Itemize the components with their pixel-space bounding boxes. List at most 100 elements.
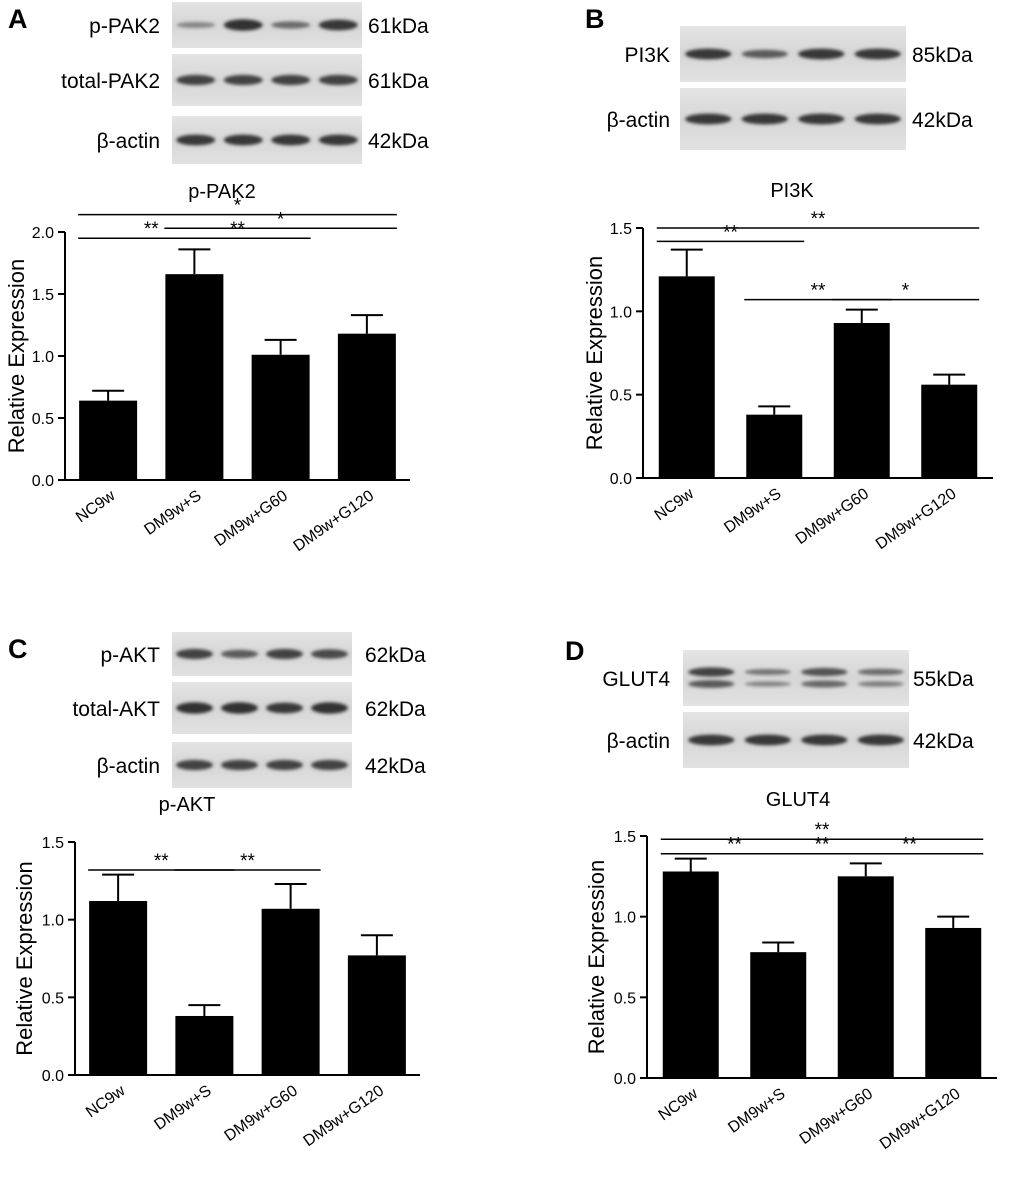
blot-protein-label: GLUT4 — [602, 668, 670, 691]
x-tick-label: DM9w+S — [151, 1082, 214, 1133]
blot-band — [798, 48, 845, 60]
bar — [79, 400, 138, 480]
blot-strip: β-actin 42kDa — [97, 742, 426, 788]
panel-letter: B — [585, 4, 605, 34]
x-tick-label: NC9w — [652, 485, 698, 524]
x-tick-label: DM9w+G60 — [793, 485, 872, 548]
bar — [261, 908, 320, 1075]
blot-band — [223, 134, 263, 146]
panel-letter: A — [8, 4, 28, 34]
blot-protein-label: p-AKT — [100, 644, 160, 667]
blot-band — [741, 49, 788, 59]
y-tick-label: 0.5 — [32, 411, 54, 428]
y-tick-label: 0.5 — [42, 990, 64, 1007]
blot-band — [311, 649, 348, 659]
blot-band — [266, 759, 303, 771]
blot-band — [854, 48, 901, 60]
y-axis-label: Relative Expression — [12, 861, 37, 1055]
x-tick-label: DM9w+G120 — [291, 487, 378, 555]
blot-band — [271, 21, 311, 29]
chart-title: PI3K — [770, 180, 814, 202]
significance-label: ** — [815, 820, 830, 841]
significance-label: ** — [811, 209, 826, 230]
significance-label: ** — [723, 222, 738, 243]
y-tick-label: 0.0 — [610, 471, 632, 488]
bar — [662, 871, 719, 1078]
y-tick-label: 1.0 — [610, 304, 632, 321]
blot-band — [741, 113, 788, 125]
blot-band — [857, 734, 904, 746]
bar-chart: GLUT4 0.0 0.5 1.0 1.5 Relative Expression NC9w… — [584, 789, 997, 1153]
bar — [165, 274, 224, 480]
blot-strip: p-AKT 62kDa — [100, 632, 426, 676]
panel-letter: C — [8, 634, 28, 664]
bar — [175, 1015, 234, 1075]
y-tick-label: 0.0 — [42, 1068, 64, 1085]
x-tick-label: NC9w — [83, 1082, 129, 1121]
x-tick-label: DM9w+S — [721, 485, 784, 536]
y-axis-label: Relative Expression — [582, 256, 607, 450]
bar-chart: p-AKT 0.0 0.5 1.0 1.5 Relative Expression NC9w… — [12, 794, 420, 1150]
y-tick-label: 0.5 — [610, 388, 632, 405]
significance-label: ** — [727, 835, 742, 856]
bar — [925, 927, 982, 1078]
blot-band — [685, 48, 732, 60]
blot-band — [801, 680, 848, 688]
blot-strip: PI3K 85kDa — [624, 26, 973, 82]
significance-label: * — [902, 281, 910, 302]
blot-band — [744, 734, 791, 746]
blot-band — [176, 648, 213, 660]
blot-band — [176, 134, 216, 146]
y-tick-label: 1.5 — [614, 829, 636, 846]
panel-letter: D — [565, 636, 585, 666]
x-tick-label: DM9w+G60 — [797, 1085, 876, 1148]
blot-band — [266, 702, 303, 714]
blot-band — [854, 113, 901, 125]
blot-band — [801, 734, 848, 746]
blot-kda-label: 62kDa — [365, 644, 426, 667]
bar — [251, 354, 310, 480]
y-tick-label: 1.0 — [614, 910, 636, 927]
significance-label: ** — [144, 219, 159, 240]
y-axis-label: Relative Expression — [4, 259, 29, 453]
blot-band — [688, 734, 735, 746]
blot-band — [311, 759, 348, 771]
blot-band — [798, 113, 845, 125]
blot-band — [744, 681, 791, 687]
blot-band — [311, 702, 348, 714]
blot-band — [685, 113, 732, 125]
blot-band — [221, 759, 258, 771]
blot-kda-label: 55kDa — [913, 668, 974, 691]
blot-protein-label: β-actin — [607, 109, 670, 132]
x-tick-label: DM9w+G120 — [873, 485, 960, 553]
y-tick-label: 1.5 — [42, 835, 64, 852]
blot-kda-label: 42kDa — [368, 130, 429, 153]
blot-strip: β-actin 42kDa — [97, 116, 429, 164]
blot-band — [857, 668, 904, 676]
bar — [89, 901, 148, 1075]
blot-band — [857, 681, 904, 687]
blot-band — [176, 22, 216, 28]
panel-b: B PI3K 85kDa β-actin 42kDa PI3K 0.0 0.5 1.0 1.5 Re… — [582, 4, 993, 553]
bar — [337, 333, 396, 480]
y-tick-label: 1.0 — [32, 349, 54, 366]
significance-label: * — [234, 196, 242, 217]
significance-label: ** — [815, 835, 830, 856]
blot-band — [688, 680, 735, 688]
blot-protein-label: β-actin — [97, 130, 160, 153]
blot-kda-label: 42kDa — [912, 109, 973, 132]
blot-band — [688, 667, 735, 677]
blot-protein-label: PI3K — [624, 44, 670, 67]
blot-kda-label: 62kDa — [365, 698, 426, 721]
bar — [837, 876, 894, 1078]
y-tick-label: 1.0 — [42, 913, 64, 930]
blot-protein-label: β-actin — [97, 755, 160, 778]
blot-strip: total-PAK2 61kDa — [61, 54, 429, 106]
y-tick-label: 0.0 — [32, 473, 54, 490]
blot-band — [271, 74, 311, 86]
western-blot: GLUT4 55kDa β-actin 42kDa — [602, 650, 974, 768]
